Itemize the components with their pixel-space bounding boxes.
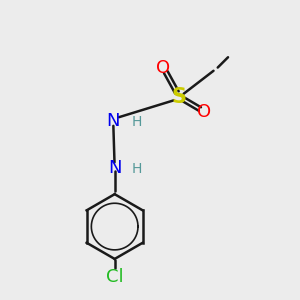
Text: H: H	[132, 162, 142, 176]
Text: O: O	[156, 58, 170, 76]
Text: S: S	[172, 87, 187, 107]
Text: O: O	[197, 103, 212, 121]
Text: N: N	[106, 112, 120, 130]
Text: N: N	[108, 159, 122, 177]
Text: Cl: Cl	[106, 268, 124, 286]
Text: H: H	[132, 115, 142, 129]
